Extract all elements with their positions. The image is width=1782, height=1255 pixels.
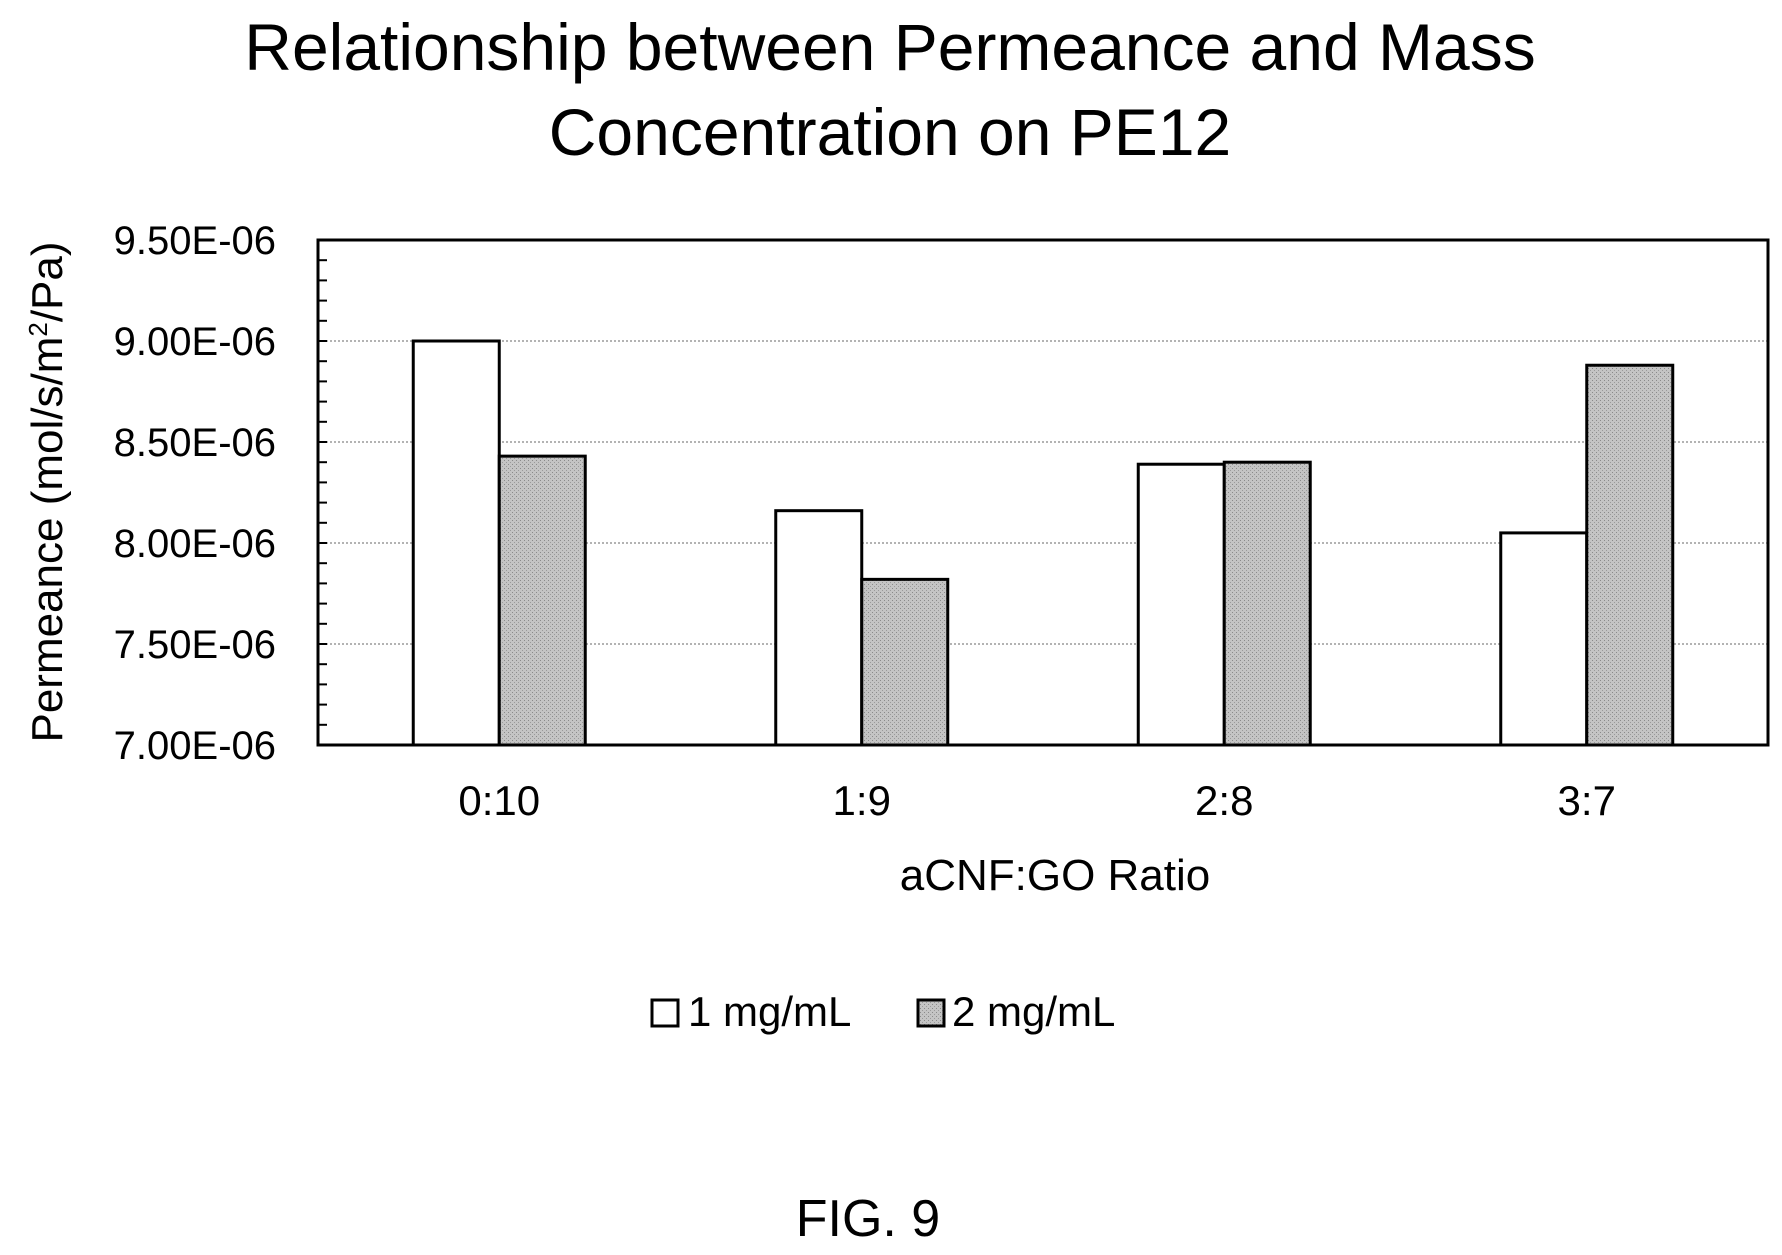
x-axis-title: aCNF:GO Ratio xyxy=(900,851,1211,900)
x-category-label: 0:10 xyxy=(458,777,540,824)
legend-swatch-1-mg-ml xyxy=(650,998,680,1028)
bar-0-10-series-1 xyxy=(411,339,501,747)
plot-area-frame xyxy=(316,238,1770,747)
chart-title-line-2: Concentration on PE12 xyxy=(549,95,1231,169)
y-axis-title-end: /Pa) xyxy=(23,241,72,322)
legend-label-2-mg-ml: 2 mg/mL xyxy=(952,988,1115,1035)
bar-0-10-series-2 xyxy=(497,454,587,747)
bar-1-9-series-1 xyxy=(774,509,864,747)
bar-3-7-series-2 xyxy=(1585,363,1675,747)
bar-3-7-series-1 xyxy=(1499,531,1589,747)
x-category-label: 3:7 xyxy=(1558,777,1616,824)
y-axis-title: Permeance (mol/s/m2/Pa) xyxy=(23,241,72,742)
y-tick-label: 9.00E-06 xyxy=(114,320,276,364)
legend: 1 mg/mL 2 mg/mL xyxy=(650,988,1115,1035)
y-axis-title-main: Permeance (mol/s/m xyxy=(23,337,72,743)
y-axis-title-superscript: 2 xyxy=(23,322,53,336)
bar-2-8-series-1 xyxy=(1136,462,1226,747)
x-category-label: 2:8 xyxy=(1195,777,1253,824)
y-tick-label: 7.00E-06 xyxy=(114,724,276,768)
figure-caption: FIG. 9 xyxy=(796,1190,940,1248)
y-tick-label: 9.50E-06 xyxy=(114,219,276,263)
bar-1-9-series-2 xyxy=(860,577,950,747)
bars xyxy=(411,339,1675,747)
bar-2-8-series-2 xyxy=(1222,460,1312,747)
legend-label-1-mg-ml: 1 mg/mL xyxy=(688,988,851,1035)
x-category-label: 1:9 xyxy=(833,777,891,824)
y-tick-label: 7.50E-06 xyxy=(114,623,276,667)
y-tick-label: 8.00E-06 xyxy=(114,522,276,566)
y-tick-label: 8.50E-06 xyxy=(114,421,276,465)
y-tick-labels: 7.00E-06 7.50E-06 8.00E-06 8.50E-06 9.00E-06… xyxy=(114,219,276,768)
legend-swatch-2-mg-ml xyxy=(916,998,946,1028)
chart-title-line-1: Relationship between Permeance and Mass xyxy=(244,10,1535,84)
x-category-labels: 0:10 1:9 2:8 3:7 xyxy=(458,777,1616,824)
